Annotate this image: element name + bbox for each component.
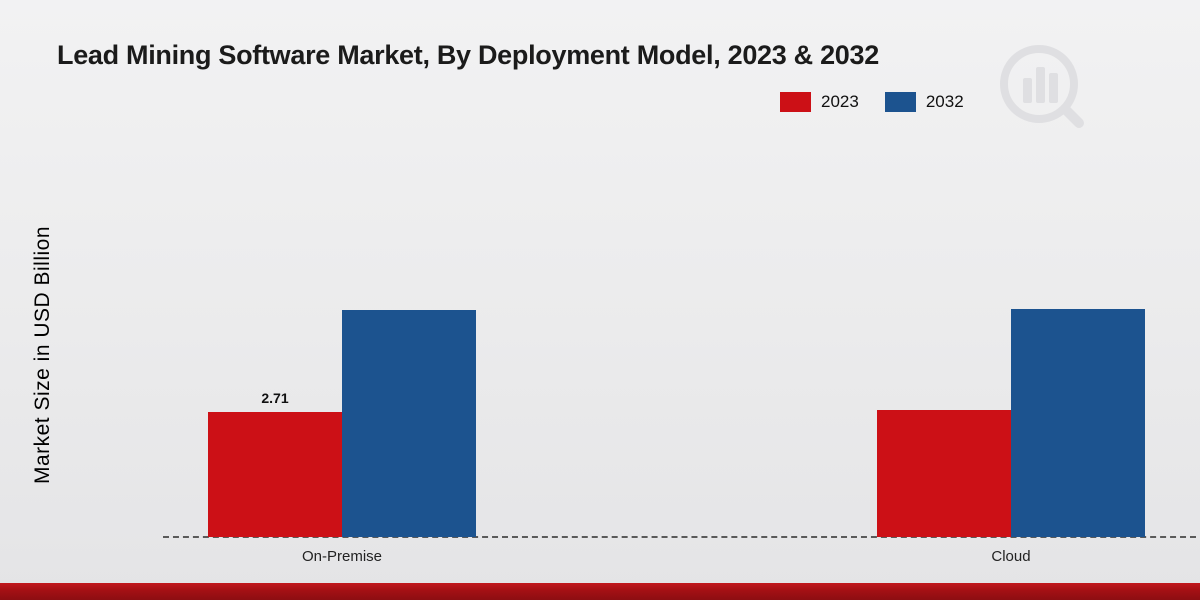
bar-2023-on-premise [208, 412, 342, 537]
legend-item-2023: 2023 [780, 92, 859, 112]
legend-swatch-2023-icon [780, 92, 811, 112]
category-label-on-premise: On-Premise [301, 548, 383, 565]
bar-2032-on-premise [342, 310, 476, 537]
watermark-logo-icon [995, 42, 1095, 135]
bar-2032-cloud [1011, 309, 1145, 537]
legend-label-2023: 2023 [821, 92, 859, 111]
chart-title: Lead Mining Software Market, By Deployme… [57, 40, 879, 70]
legend: 2023 2032 [780, 92, 964, 112]
x-axis-line [163, 536, 1196, 538]
legend-item-2032: 2032 [884, 92, 964, 112]
value-label-2023-on-premise: 2.71 [261, 390, 289, 406]
legend-swatch-2032-icon [884, 92, 916, 112]
bar-2023-cloud [877, 410, 1011, 537]
category-label-cloud: Cloud [991, 548, 1031, 565]
footer-band [0, 583, 1200, 600]
legend-label-2032: 2032 [925, 92, 964, 111]
